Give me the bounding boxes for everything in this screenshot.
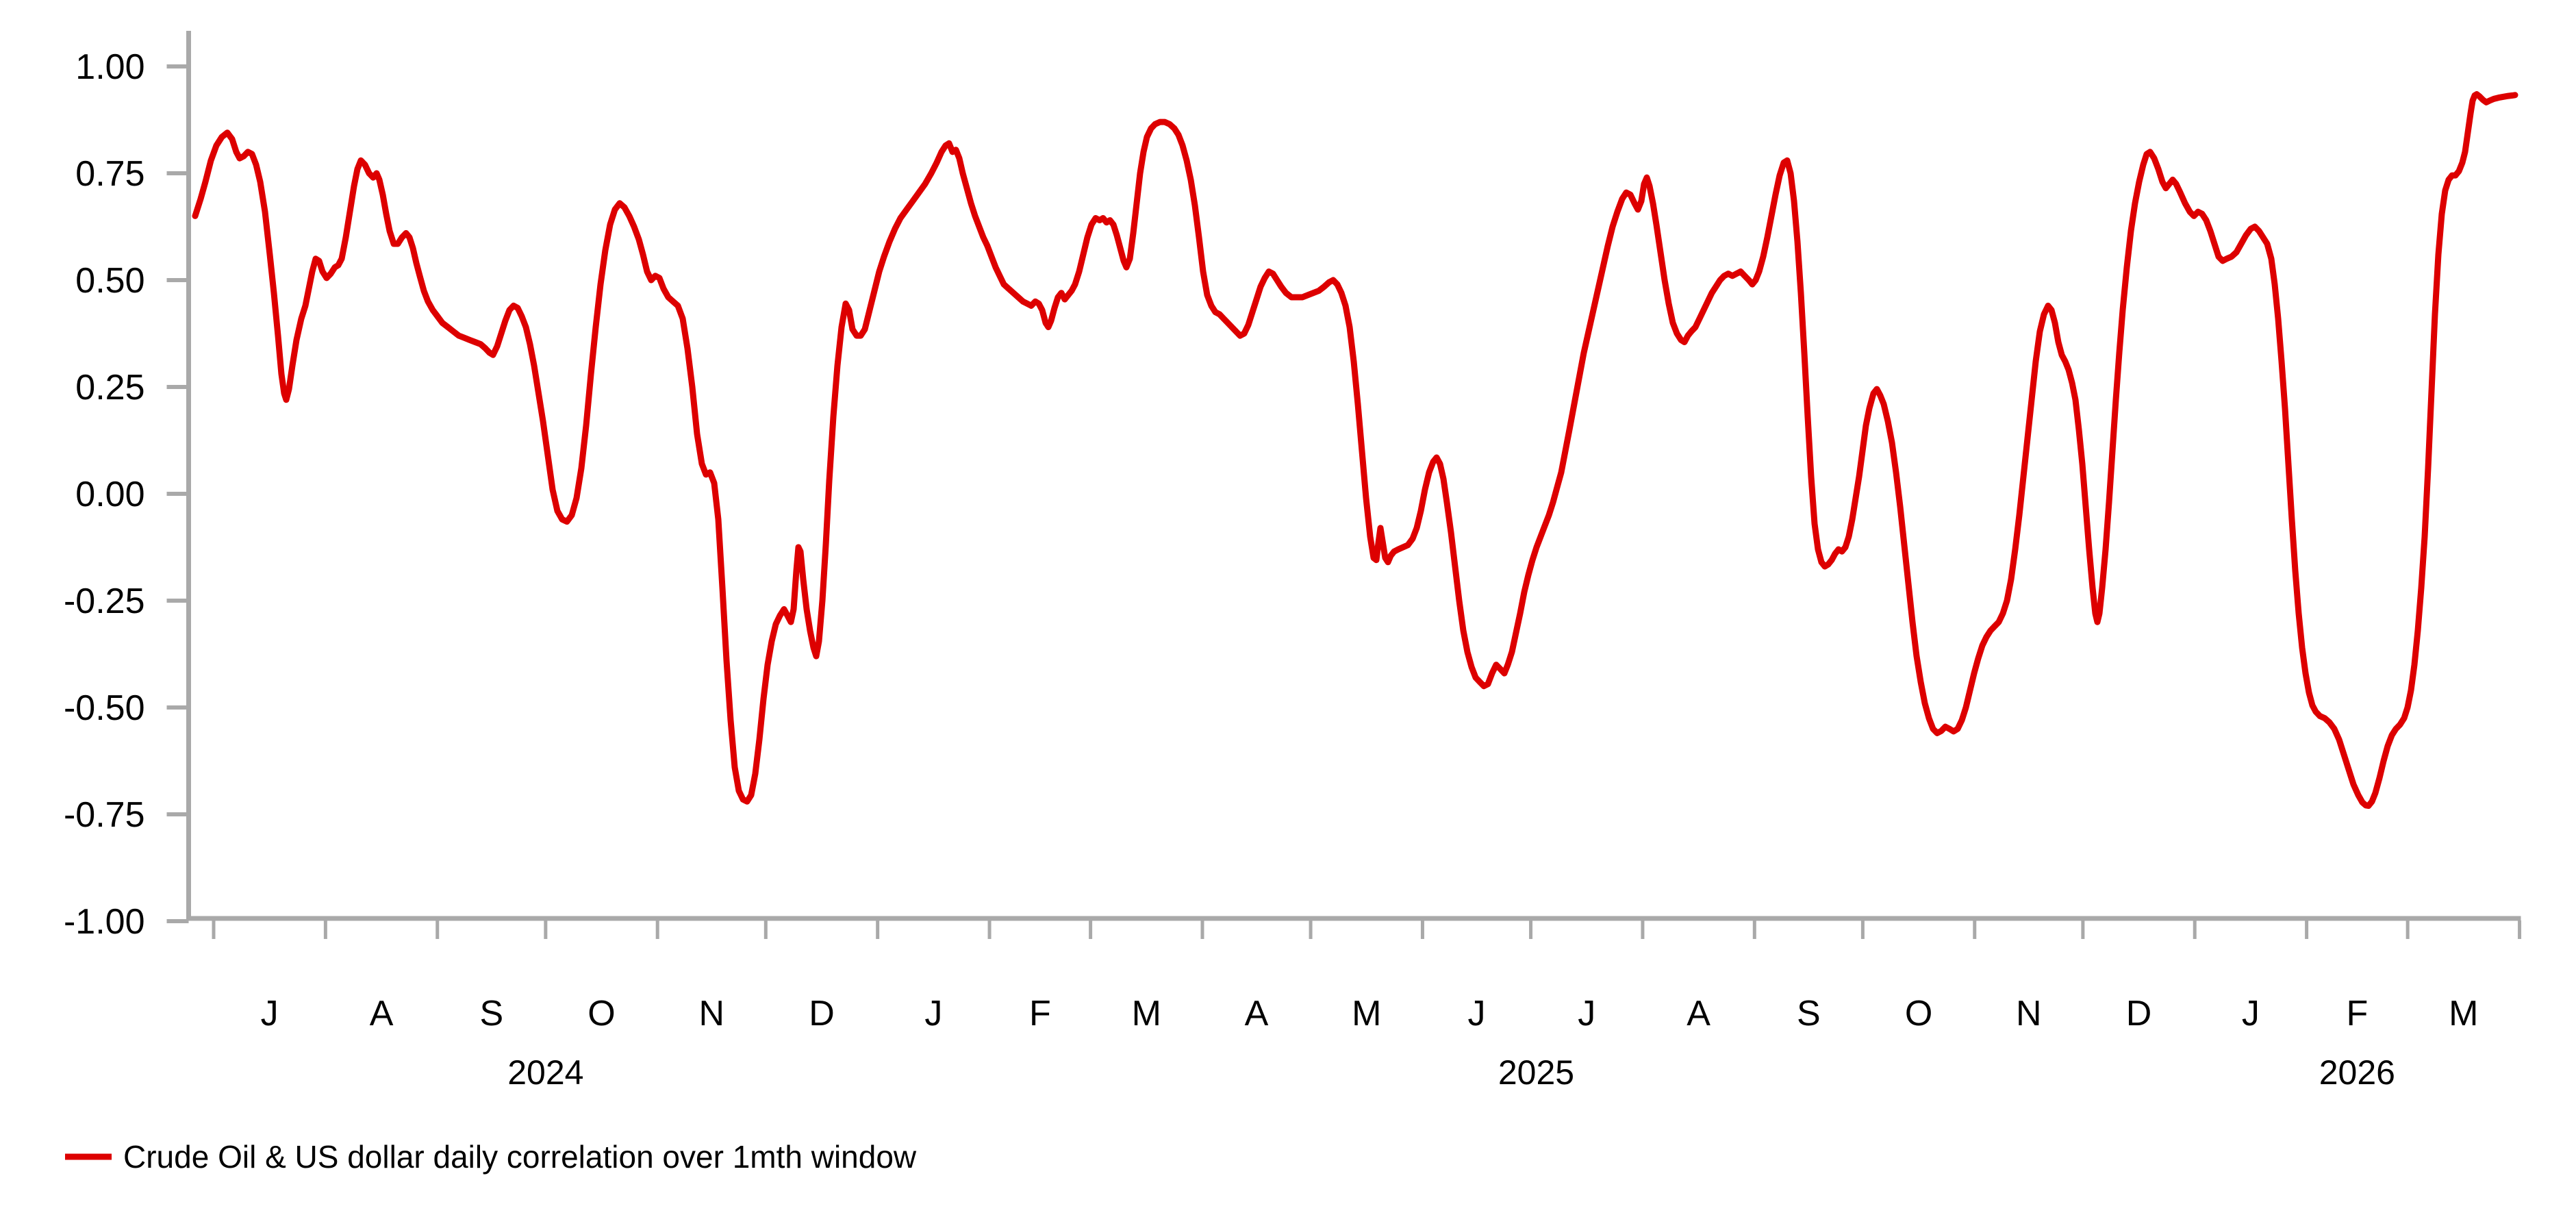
month-label: A — [1245, 994, 1269, 1033]
month-label: S — [1797, 994, 1821, 1033]
month-label: D — [2126, 994, 2152, 1033]
month-label: A — [370, 994, 394, 1033]
month-label: O — [588, 994, 615, 1033]
y-tick-label: -1.00 — [64, 902, 145, 942]
y-axis: 1.00 0.75 0.50 0.25 0.00 -0.25 -0.50 -0.75 -1.00 — [64, 31, 191, 942]
month-label: M — [1352, 994, 1381, 1033]
legend: Crude Oil & US dollar daily correlation … — [65, 1139, 917, 1175]
month-label: M — [1132, 994, 1161, 1033]
month-label: A — [1687, 994, 1710, 1033]
month-label: M — [2449, 994, 2478, 1033]
plot-area — [192, 91, 2518, 809]
y-tick-label: 0.25 — [75, 368, 144, 408]
y-tick-label: 0.50 — [75, 261, 144, 301]
y-tick-label: -0.75 — [64, 795, 145, 835]
correlation-line — [192, 91, 2518, 809]
month-label: J — [261, 994, 279, 1033]
month-label: J — [2242, 994, 2260, 1033]
month-label: N — [2016, 994, 2042, 1033]
x-axis: J A S O N D J F M A M J J A S O N D J F M 2024 2025 2026 — [186, 916, 2522, 1092]
month-label: O — [1905, 994, 1932, 1033]
year-label: 2026 — [2319, 1053, 2395, 1092]
month-label: F — [2346, 994, 2368, 1033]
month-label: S — [479, 994, 503, 1033]
legend-label: Crude Oil & US dollar daily correlation … — [123, 1139, 917, 1175]
y-tick-label: -0.25 — [64, 581, 145, 621]
year-label: 2025 — [1498, 1053, 1574, 1092]
y-tick-label: 0.75 — [75, 154, 144, 194]
month-label: D — [809, 994, 835, 1033]
y-tick-label: 1.00 — [75, 47, 144, 87]
year-label: 2024 — [507, 1053, 583, 1092]
y-tick-label: -0.50 — [64, 688, 145, 728]
month-label: N — [698, 994, 724, 1033]
month-label: J — [924, 994, 942, 1033]
month-label: F — [1029, 994, 1051, 1033]
month-label: J — [1578, 994, 1595, 1033]
month-label: J — [1468, 994, 1486, 1033]
y-tick-label: 0.00 — [75, 475, 144, 514]
